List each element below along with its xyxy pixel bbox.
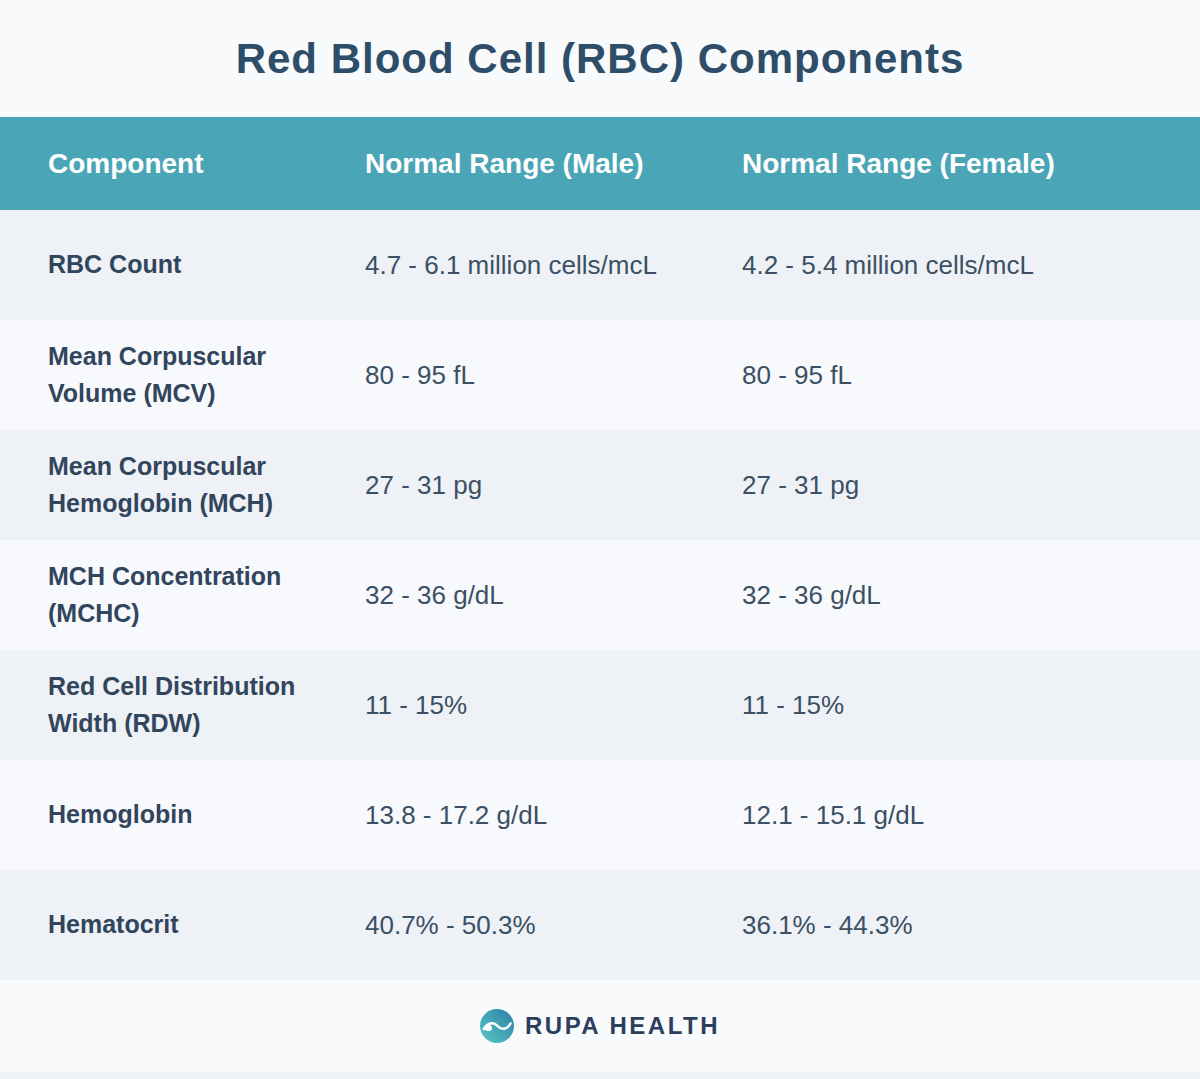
component-cell: Mean Corpuscular Volume (MCV) bbox=[0, 338, 365, 413]
footer-branding: RUPA HEALTH bbox=[0, 980, 1200, 1072]
column-header-female-range: Normal Range (Female) bbox=[742, 148, 1200, 180]
female-range-cell: 27 - 31 pg bbox=[742, 470, 1200, 501]
table-row: Mean Corpuscular Volume (MCV) 80 - 95 fL… bbox=[0, 320, 1200, 430]
page-title: Red Blood Cell (RBC) Components bbox=[236, 35, 965, 83]
table-row: Red Cell Distribution Width (RDW) 11 - 1… bbox=[0, 650, 1200, 760]
male-range-cell: 32 - 36 g/dL bbox=[365, 580, 742, 611]
table-row: Hemoglobin 13.8 - 17.2 g/dL 12.1 - 15.1 … bbox=[0, 760, 1200, 870]
male-range-cell: 13.8 - 17.2 g/dL bbox=[365, 800, 742, 831]
component-cell: Mean Corpuscular Hemoglobin (MCH) bbox=[0, 448, 365, 523]
table-row: Hematocrit 40.7% - 50.3% 36.1% - 44.3% bbox=[0, 870, 1200, 980]
brand-name: RUPA HEALTH bbox=[525, 1012, 720, 1040]
table-row: Mean Corpuscular Hemoglobin (MCH) 27 - 3… bbox=[0, 430, 1200, 540]
component-cell: Red Cell Distribution Width (RDW) bbox=[0, 668, 365, 743]
component-cell: Hematocrit bbox=[0, 906, 365, 944]
table-row: RBC Count 4.7 - 6.1 million cells/mcL 4.… bbox=[0, 210, 1200, 320]
rupa-health-logo-icon bbox=[480, 1009, 514, 1043]
male-range-cell: 27 - 31 pg bbox=[365, 470, 742, 501]
female-range-cell: 4.2 - 5.4 million cells/mcL bbox=[742, 250, 1200, 281]
component-cell: MCH Concentration (MCHC) bbox=[0, 558, 365, 633]
column-header-component: Component bbox=[0, 148, 365, 180]
female-range-cell: 32 - 36 g/dL bbox=[742, 580, 1200, 611]
male-range-cell: 4.7 - 6.1 million cells/mcL bbox=[365, 250, 742, 281]
male-range-cell: 40.7% - 50.3% bbox=[365, 910, 742, 941]
male-range-cell: 80 - 95 fL bbox=[365, 360, 742, 391]
column-header-male-range: Normal Range (Male) bbox=[365, 148, 742, 180]
title-area: Red Blood Cell (RBC) Components bbox=[0, 0, 1200, 117]
female-range-cell: 12.1 - 15.1 g/dL bbox=[742, 800, 1200, 831]
component-cell: RBC Count bbox=[0, 246, 365, 284]
table-row: MCH Concentration (MCHC) 32 - 36 g/dL 32… bbox=[0, 540, 1200, 650]
female-range-cell: 36.1% - 44.3% bbox=[742, 910, 1200, 941]
bottom-divider bbox=[0, 1072, 1200, 1079]
female-range-cell: 80 - 95 fL bbox=[742, 360, 1200, 391]
female-range-cell: 11 - 15% bbox=[742, 690, 1200, 721]
rbc-components-infographic: Red Blood Cell (RBC) Components Componen… bbox=[0, 0, 1200, 1079]
male-range-cell: 11 - 15% bbox=[365, 690, 742, 721]
component-cell: Hemoglobin bbox=[0, 796, 365, 834]
table-header-row: Component Normal Range (Male) Normal Ran… bbox=[0, 117, 1200, 210]
